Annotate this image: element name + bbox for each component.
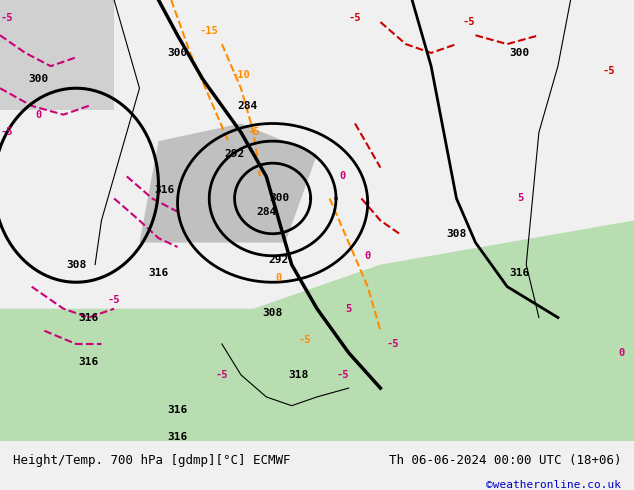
Text: 318: 318 bbox=[288, 370, 308, 380]
Text: 316: 316 bbox=[510, 269, 530, 278]
Polygon shape bbox=[0, 220, 634, 441]
Text: ©weatheronline.co.uk: ©weatheronline.co.uk bbox=[486, 480, 621, 490]
Text: 308: 308 bbox=[446, 229, 467, 239]
Text: 284: 284 bbox=[256, 207, 276, 217]
Text: 0: 0 bbox=[365, 251, 371, 261]
Text: -5: -5 bbox=[602, 66, 615, 75]
Text: 308: 308 bbox=[66, 260, 86, 270]
Text: 316: 316 bbox=[79, 357, 99, 367]
Text: 5: 5 bbox=[346, 304, 352, 314]
Text: 0: 0 bbox=[276, 273, 282, 283]
Text: -5: -5 bbox=[349, 13, 361, 23]
Text: 284: 284 bbox=[237, 101, 257, 111]
Text: -5: -5 bbox=[216, 370, 228, 380]
Text: 300: 300 bbox=[269, 194, 289, 203]
Text: -5: -5 bbox=[0, 13, 13, 23]
Text: -5: -5 bbox=[247, 127, 260, 137]
Text: 316: 316 bbox=[79, 313, 99, 322]
Text: -5: -5 bbox=[387, 339, 399, 349]
Text: 300: 300 bbox=[510, 48, 530, 58]
Text: 300: 300 bbox=[28, 74, 48, 84]
Text: 316: 316 bbox=[155, 185, 175, 195]
Text: 0: 0 bbox=[339, 172, 346, 181]
Text: 300: 300 bbox=[167, 48, 188, 58]
Text: -15: -15 bbox=[200, 26, 219, 36]
Text: 292: 292 bbox=[269, 255, 289, 265]
Text: 308: 308 bbox=[262, 308, 283, 318]
Text: -5: -5 bbox=[298, 335, 311, 344]
Text: -5: -5 bbox=[463, 17, 476, 27]
Text: -5: -5 bbox=[0, 127, 13, 137]
Text: 0: 0 bbox=[35, 110, 41, 120]
Text: Height/Temp. 700 hPa [gdmp][°C] ECMWF: Height/Temp. 700 hPa [gdmp][°C] ECMWF bbox=[13, 454, 290, 467]
Text: 316: 316 bbox=[167, 405, 188, 415]
Text: Th 06-06-2024 00:00 UTC (18+06): Th 06-06-2024 00:00 UTC (18+06) bbox=[389, 454, 621, 467]
Text: 316: 316 bbox=[167, 432, 188, 441]
Text: -10: -10 bbox=[231, 70, 250, 80]
Text: -5: -5 bbox=[108, 295, 120, 305]
Text: 5: 5 bbox=[517, 194, 523, 203]
Text: 0: 0 bbox=[618, 348, 624, 358]
Polygon shape bbox=[0, 0, 114, 110]
Text: 316: 316 bbox=[148, 269, 169, 278]
Polygon shape bbox=[139, 123, 317, 243]
Text: 292: 292 bbox=[224, 149, 245, 159]
Text: -5: -5 bbox=[336, 370, 349, 380]
